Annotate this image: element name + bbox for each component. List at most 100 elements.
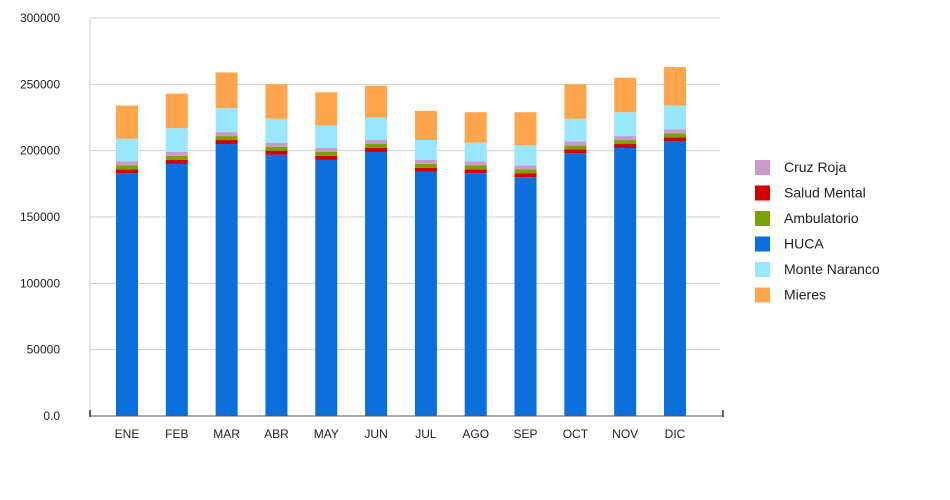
bar-segment-mieres [265, 84, 288, 119]
bar-segment-mieres [664, 67, 686, 106]
legend-label: Ambulatorio [784, 210, 859, 226]
x-tick-label: DIC [665, 427, 686, 441]
bar-segment-monte-naranco [215, 108, 238, 133]
bar-segment-salud-mental [315, 155, 338, 160]
bar-segment-huca [215, 144, 238, 417]
bar-segment-monte-naranco [614, 112, 637, 137]
bar-segment-monte-naranco [514, 145, 537, 166]
bar-segment-monte-naranco [315, 125, 338, 149]
legend-label: Mieres [784, 287, 826, 303]
axes: 0.0 50000 100000 150000 200000 250000 300000 EN… [20, 11, 724, 441]
bar-segment-cruz-roja [165, 151, 188, 156]
bar-segment-monte-naranco [414, 140, 437, 160]
bar-segment-monte-naranco [165, 128, 188, 152]
bar-segment-salud-mental [116, 169, 138, 174]
legend-label: Salud Mental [784, 185, 866, 201]
bar-segment-huca [464, 173, 487, 416]
y-tick-label: 300000 [20, 11, 60, 25]
legend: Cruz Roja Salud Mental Ambulatorio HUCA Mont… [755, 159, 880, 303]
x-tick-label: MAR [213, 427, 240, 441]
bar-segment-huca [165, 163, 188, 416]
bar-segment-salud-mental [165, 159, 188, 164]
bar-segment-mieres [116, 105, 138, 139]
y-tick-label: 0.0 [43, 409, 60, 423]
bar-segment-ambulatorio [215, 136, 238, 141]
bar-segment-cruz-roja [564, 141, 587, 146]
bar-segment-monte-naranco [664, 105, 686, 130]
bar-segment-huca [116, 173, 138, 416]
legend-swatch [755, 236, 770, 252]
legend-label: HUCA [784, 236, 824, 252]
bar-segment-cruz-roja [614, 136, 637, 141]
y-tick-label: 150000 [20, 210, 60, 224]
bar-segment-mieres [514, 112, 537, 146]
x-tick-label: NOV [612, 427, 638, 441]
bar-segment-cruz-roja [116, 161, 138, 166]
bar-segment-salud-mental [614, 144, 637, 149]
y-tick-label: 100000 [20, 276, 60, 290]
x-tick-label: ENE [115, 427, 140, 441]
bar-segment-cruz-roja [215, 132, 238, 137]
bar-segment-ambulatorio [414, 163, 437, 168]
bar-segment-cruz-roja [664, 129, 686, 134]
bar-segment-salud-mental [365, 148, 388, 152]
bar-segment-cruz-roja [414, 159, 437, 164]
bar-segment-ambulatorio [564, 145, 587, 150]
bar-segment-mieres [614, 77, 637, 113]
bar-segment-monte-naranco [265, 118, 288, 143]
bar-segment-ambulatorio [664, 133, 686, 138]
x-tick-label: SEP [514, 427, 538, 441]
bar-segment-huca [315, 159, 338, 416]
bar-segment-cruz-roja [365, 140, 388, 145]
bar-segment-cruz-roja [514, 165, 537, 170]
bar-segment-ambulatorio [514, 169, 537, 174]
bar-segment-cruz-roja [464, 161, 487, 166]
bar-segment-salud-mental [265, 150, 288, 155]
legend-swatch [755, 287, 770, 303]
x-tick-label: JUL [415, 427, 437, 441]
bar-segment-ambulatorio [464, 165, 487, 170]
bar-segment-ambulatorio [315, 151, 338, 156]
legend-swatch [755, 185, 770, 201]
bar-segment-cruz-roja [265, 142, 288, 147]
bar-segment-huca [514, 177, 537, 416]
y-tick-label: 200000 [20, 144, 60, 158]
x-tick-label: MAY [314, 427, 339, 441]
bar-segment-salud-mental [664, 137, 686, 142]
bar-segment-salud-mental [215, 140, 238, 145]
bar-segment-mieres [414, 110, 437, 141]
bar-segment-ambulatorio [165, 155, 188, 160]
bar-segment-ambulatorio [365, 144, 388, 149]
bar-segment-monte-naranco [116, 138, 138, 162]
y-tick-label: 50000 [27, 343, 61, 357]
bars [116, 67, 686, 417]
bar-segment-salud-mental [414, 167, 437, 172]
bar-segment-monte-naranco [464, 142, 487, 162]
bar-segment-mieres [215, 72, 238, 109]
y-tick-label: 250000 [20, 77, 60, 91]
bar-segment-mieres [464, 112, 487, 143]
legend-label: Monte Naranco [784, 261, 880, 277]
bar-segment-huca [365, 151, 388, 416]
bar-segment-huca [614, 148, 637, 416]
x-tick-label: JUN [364, 427, 387, 441]
bar-segment-huca [664, 141, 686, 416]
bar-segment-mieres [165, 93, 188, 129]
x-tick-label: FEB [165, 427, 188, 441]
bar-segment-ambulatorio [265, 146, 288, 151]
legend-swatch [755, 160, 770, 175]
legend-swatch [755, 211, 770, 226]
bar-segment-huca [564, 153, 587, 416]
bar-segment-salud-mental [564, 149, 587, 154]
bar-segment-huca [265, 154, 288, 416]
bar-segment-mieres [564, 84, 587, 119]
bar-segment-monte-naranco [365, 117, 388, 141]
bar-segment-mieres [315, 92, 338, 126]
bar-segment-ambulatorio [614, 140, 637, 145]
bar-segment-salud-mental [464, 169, 487, 174]
bar-segment-monte-naranco [564, 118, 587, 142]
bar-segment-huca [414, 171, 437, 416]
x-tick-label: AGO [462, 427, 489, 441]
bar-segment-salud-mental [514, 173, 537, 178]
